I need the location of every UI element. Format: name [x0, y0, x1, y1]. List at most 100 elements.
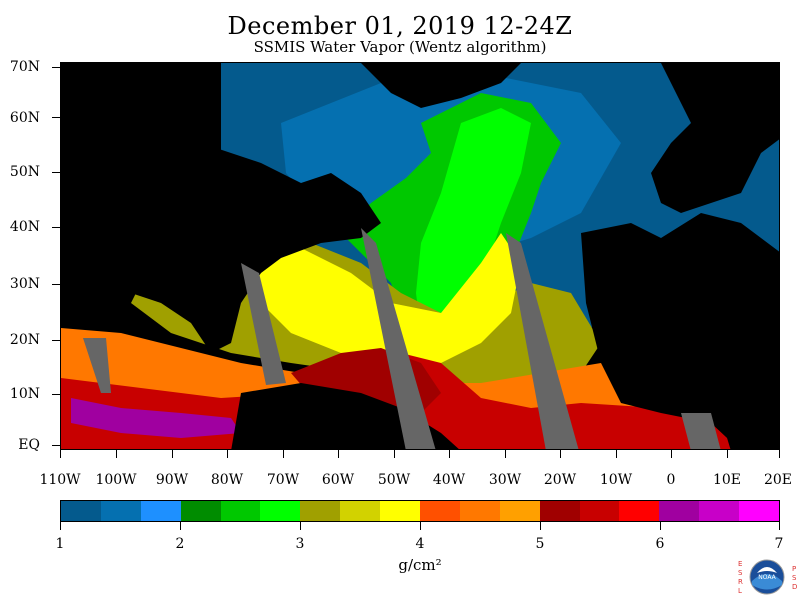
logo-letter: P [792, 565, 797, 573]
lat-label: 20N [9, 332, 40, 348]
lat-tick [52, 394, 60, 395]
colorbar-label: 3 [295, 536, 305, 552]
lat-label: 60N [9, 110, 40, 126]
lon-tick [116, 450, 117, 458]
lon-tick [560, 450, 561, 458]
lon-label: 40W [432, 472, 466, 488]
colorbar-segment [539, 501, 580, 521]
lon-tick [449, 450, 450, 458]
colorbar-label: 5 [535, 536, 545, 552]
lon-label: 110W [39, 472, 81, 488]
colorbar-segment [579, 501, 620, 521]
lat-tick [52, 172, 60, 173]
lat-tick [52, 227, 60, 228]
south-america-land [231, 383, 459, 449]
lat-tick [52, 117, 60, 118]
lat-label: 40N [9, 219, 40, 235]
swath-gap-4 [83, 338, 111, 393]
colorbar [60, 500, 780, 522]
lon-tick [394, 450, 395, 458]
colorbar-segment [61, 501, 101, 521]
colorbar-segment [699, 501, 740, 521]
lon-tick [60, 450, 61, 458]
lon-label: 30W [488, 472, 522, 488]
lon-label: 10E [712, 472, 742, 488]
lon-label: 20W [543, 472, 577, 488]
colorbar-label: 2 [175, 536, 185, 552]
map-subtitle: SSMIS Water Vapor (Wentz algorithm) [253, 38, 547, 56]
lat-label: 10N [9, 386, 40, 402]
swath-gap-2 [361, 228, 436, 449]
moist-plume-bright [416, 108, 531, 353]
logo-letter: S [792, 574, 797, 582]
colorbar-segment [180, 501, 221, 521]
colorbar-tick [779, 522, 780, 530]
north-america-land [61, 63, 381, 353]
colorbar-segment [420, 501, 460, 521]
colorbar-tick [60, 522, 61, 530]
logo-letter: D [792, 583, 798, 591]
colorbar-segment [100, 501, 141, 521]
lat-label: 30N [9, 276, 40, 292]
colorbar-segment [739, 501, 780, 521]
colorbar-segment [340, 501, 381, 521]
subtropic-yellow [251, 233, 521, 363]
lon-tick [616, 450, 617, 458]
colorbar-label: 7 [774, 536, 784, 552]
colorbar-segment [499, 501, 540, 521]
africa-land [581, 223, 779, 449]
colorbar-units: g/cm² [398, 556, 442, 574]
colorbar-segment [260, 501, 301, 521]
swath-gap-5 [681, 413, 721, 449]
noaa-emblem-icon: NOAA [749, 559, 785, 595]
colorbar-segment [220, 501, 261, 521]
lat-label: 70N [9, 59, 40, 75]
colorbar-tick [660, 522, 661, 530]
lon-label: 80W [210, 472, 244, 488]
tropics-magenta [71, 398, 241, 438]
lat-tick [52, 445, 60, 446]
lon-tick [283, 450, 284, 458]
colorbar-tick [420, 522, 421, 530]
lon-label: 50W [377, 472, 411, 488]
swath-gap-1 [241, 263, 286, 385]
lon-label: 70W [266, 472, 300, 488]
logo-emblem-text: NOAA [758, 574, 776, 581]
logo-letter: S [738, 569, 743, 577]
colorbar-tick [300, 522, 301, 530]
lat-label: EQ [18, 437, 40, 453]
lon-label: 20E [763, 472, 793, 488]
lon-label: 90W [155, 472, 189, 488]
logo-letter: R [738, 578, 743, 586]
lon-label: 10W [599, 472, 633, 488]
colorbar-segment [659, 501, 700, 521]
logo-letter: L [738, 587, 742, 595]
esrl-psd-noaa-logo: E S R L NOAA P S D [735, 555, 799, 600]
lon-label: 100W [95, 472, 137, 488]
lon-tick [727, 450, 728, 458]
lat-label: 50N [9, 164, 40, 180]
lon-tick [338, 450, 339, 458]
lon-label: 60W [321, 472, 355, 488]
colorbar-label: 4 [415, 536, 425, 552]
colorbar-label: 6 [655, 536, 665, 552]
lon-tick [227, 450, 228, 458]
colorbar-segment [459, 501, 500, 521]
map-canvas [61, 63, 779, 449]
lat-tick [52, 340, 60, 341]
logo-letter: E [738, 560, 743, 568]
lat-tick [52, 284, 60, 285]
colorbar-label: 1 [55, 536, 65, 552]
lon-tick [671, 450, 672, 458]
colorbar-segment [380, 501, 421, 521]
swath-gap-3 [506, 233, 579, 449]
water-vapor-map [60, 62, 780, 450]
lon-tick [779, 450, 780, 458]
colorbar-tick [180, 522, 181, 530]
europe-land [651, 63, 779, 213]
map-title: December 01, 2019 12-24Z [227, 12, 573, 40]
lat-tick [52, 67, 60, 68]
lon-label: 0 [666, 472, 676, 488]
lon-tick [172, 450, 173, 458]
colorbar-tick [540, 522, 541, 530]
